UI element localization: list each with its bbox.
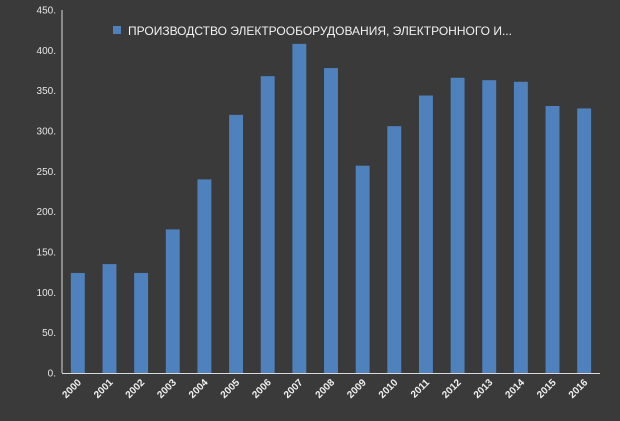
x-axis-ticks: 2000 2001 2002 2003 2004 2005 2006 2007 2008 2009… bbox=[60, 377, 590, 401]
bar bbox=[260, 76, 275, 374]
y-tick-label: 300. bbox=[37, 127, 56, 138]
legend: ПРОИЗВОДСТВО ЭЛЕКТРООБОРУДОВАНИЯ, ЭЛЕКТР… bbox=[113, 24, 512, 38]
y-tick-label: 100. bbox=[37, 288, 56, 299]
y-tick-label: 150. bbox=[37, 248, 56, 259]
bar bbox=[229, 114, 244, 374]
legend-swatch bbox=[113, 26, 121, 34]
bar bbox=[355, 165, 370, 373]
x-tick-label: 2003 bbox=[155, 377, 179, 401]
x-tick-label: 2009 bbox=[345, 377, 369, 401]
x-tick-label: 2011 bbox=[409, 377, 432, 400]
y-tick-label: 50. bbox=[42, 328, 56, 339]
x-tick-label: 2013 bbox=[472, 377, 496, 401]
axes bbox=[61, 10, 600, 374]
x-tick-label: 2008 bbox=[314, 377, 338, 401]
y-tick-label: 0. bbox=[48, 369, 56, 380]
bar bbox=[70, 272, 85, 373]
bar bbox=[482, 80, 497, 374]
bars bbox=[70, 43, 592, 374]
bar bbox=[134, 272, 149, 373]
bar bbox=[418, 95, 433, 373]
y-tick-label: 450. bbox=[37, 6, 56, 17]
legend-label: ПРОИЗВОДСТВО ЭЛЕКТРООБОРУДОВАНИЯ, ЭЛЕКТР… bbox=[128, 24, 512, 38]
y-tick-label: 400. bbox=[37, 46, 56, 57]
bar bbox=[102, 264, 117, 373]
x-tick-label: 2016 bbox=[567, 377, 591, 401]
x-tick-label: 2002 bbox=[124, 377, 148, 401]
x-tick-label: 2015 bbox=[535, 377, 559, 401]
bar bbox=[292, 43, 307, 373]
bar bbox=[165, 229, 180, 373]
y-tick-label: 350. bbox=[37, 86, 56, 97]
y-tick-label: 200. bbox=[37, 207, 56, 218]
x-tick-label: 2001 bbox=[92, 377, 116, 401]
x-tick-label: 2014 bbox=[503, 377, 527, 401]
x-tick-label: 2005 bbox=[219, 377, 243, 401]
bar bbox=[197, 179, 212, 373]
bar bbox=[513, 81, 528, 373]
bar bbox=[387, 126, 402, 373]
bar bbox=[577, 108, 592, 373]
x-tick-label: 2004 bbox=[187, 377, 211, 401]
bar bbox=[450, 77, 465, 373]
bar bbox=[324, 68, 338, 373]
x-tick-label: 2007 bbox=[282, 377, 306, 401]
x-tick-label: 2000 bbox=[60, 377, 84, 401]
y-tick-label: 250. bbox=[37, 167, 56, 178]
x-tick-label: 2010 bbox=[377, 377, 401, 401]
bar bbox=[545, 105, 560, 374]
x-tick-label: 2012 bbox=[440, 377, 464, 401]
x-tick-label: 2006 bbox=[250, 377, 274, 401]
y-axis-ticks: 0. 50. 100. 150. 200. 250. 300. 350. 400. 450. bbox=[37, 6, 56, 380]
